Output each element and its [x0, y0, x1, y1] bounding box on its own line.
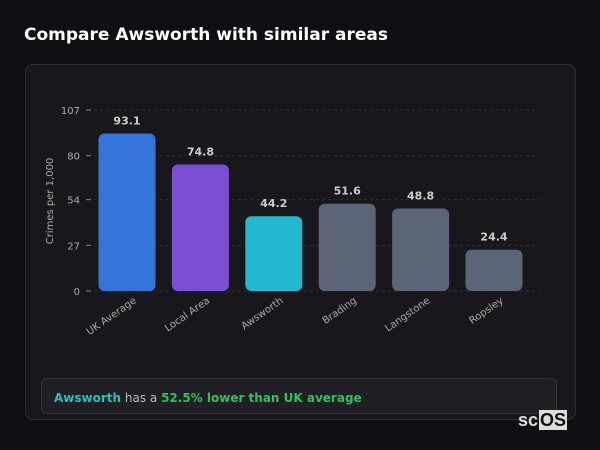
- y-tick-label: 80: [67, 152, 80, 163]
- x-tick-label: Awsworth: [239, 295, 285, 332]
- y-tick-label: 0: [74, 287, 80, 298]
- insight-text: has a: [121, 391, 162, 405]
- bar: [465, 249, 523, 291]
- bar: [171, 164, 229, 291]
- y-tick-label: 107: [61, 106, 80, 117]
- bar: [98, 133, 156, 291]
- data-label: 74.8: [187, 145, 214, 158]
- x-tick-label: Local Area: [163, 295, 212, 334]
- data-label: 93.1: [113, 115, 140, 128]
- y-tick-label: 27: [67, 241, 80, 252]
- x-tick-label: UK Average: [85, 295, 139, 337]
- data-label: 44.2: [260, 197, 287, 210]
- data-label: 24.4: [480, 231, 507, 244]
- insight-area: Awsworth: [54, 391, 122, 405]
- scos-logo: sc OS: [518, 410, 568, 430]
- insight-box: Awsworth has a 52.5% lower than UK avera…: [41, 378, 557, 414]
- x-tick-label: Ropsley: [467, 295, 505, 326]
- data-label: 51.6: [334, 185, 361, 198]
- insight-highlight: 52.5% lower than UK average: [161, 391, 362, 405]
- y-tick-label: 54: [67, 196, 80, 207]
- data-label: 48.8: [407, 189, 434, 202]
- x-tick-label: Brading: [321, 295, 359, 326]
- bar: [245, 216, 303, 291]
- bar: [392, 208, 450, 291]
- y-axis-label: Crimes per 1,000: [45, 158, 56, 245]
- bar: [318, 203, 376, 291]
- page-title: Compare Awsworth with similar areas: [24, 25, 388, 45]
- x-tick-label: Langstone: [383, 295, 432, 334]
